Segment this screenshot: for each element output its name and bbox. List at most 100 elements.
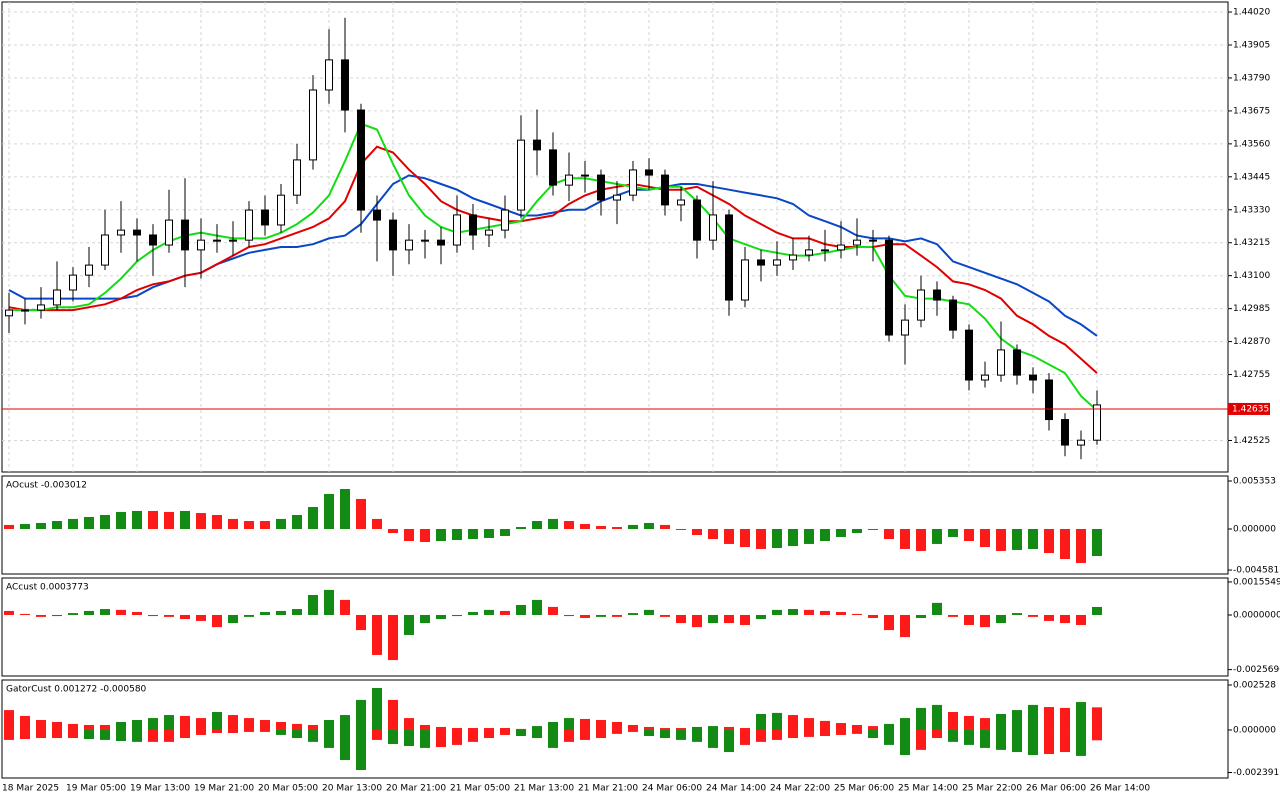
candle-body: [597, 174, 605, 201]
candle-body: [469, 214, 477, 236]
gator-bar: [964, 715, 974, 730]
histogram-bar: [884, 614, 894, 631]
gator-bar: [340, 729, 350, 761]
histogram-bar: [212, 614, 222, 628]
histogram-bar: [484, 528, 494, 538]
gator-bar: [996, 729, 1006, 750]
candle-body: [1029, 374, 1037, 381]
histogram-bar: [340, 599, 350, 615]
histogram-bar: [100, 515, 110, 529]
y-tick-label: 1.43445: [1233, 172, 1270, 182]
histogram-bar: [660, 524, 670, 529]
histogram-bar: [868, 528, 878, 530]
gator-bar: [308, 729, 318, 742]
y-tick-label: 0.0015549: [1233, 577, 1280, 587]
gator-bar: [1092, 729, 1102, 741]
candle-body: [5, 309, 13, 317]
histogram-bar: [900, 528, 910, 549]
gator-bar: [148, 718, 158, 730]
candle-body: [837, 244, 845, 251]
histogram-bar: [724, 614, 734, 624]
gator-bar: [996, 713, 1006, 730]
histogram-bar: [740, 614, 750, 625]
gator-bar: [548, 721, 558, 730]
gator-bar: [212, 729, 222, 734]
y-tick-label: 0.002528: [1233, 681, 1276, 691]
histogram-bar: [708, 614, 718, 624]
gator-bar: [900, 718, 910, 730]
gator-bar: [612, 721, 622, 730]
gator-bar: [884, 723, 894, 730]
gator-bar: [68, 723, 78, 730]
candle-body: [885, 239, 893, 336]
histogram-bar: [884, 528, 894, 540]
candle-body: [229, 239, 237, 242]
candle-body: [917, 289, 925, 321]
x-tick-label: 24 Mar 06:00: [642, 784, 702, 794]
candle-body: [213, 239, 221, 242]
histogram-bar: [340, 489, 350, 529]
candle-body: [149, 234, 157, 246]
gator-bar: [772, 729, 782, 740]
gator-bar: [324, 720, 334, 730]
candle-body: [261, 209, 269, 226]
gator-bar: [20, 715, 30, 730]
x-tick-label: 24 Mar 22:00: [770, 784, 830, 794]
gator-bar: [276, 729, 286, 735]
histogram-bar: [228, 518, 238, 529]
histogram-bar: [52, 614, 62, 617]
gator-bar: [436, 726, 446, 730]
histogram-bar: [20, 613, 30, 615]
candle-body: [245, 209, 253, 241]
gator-bar: [516, 729, 526, 737]
x-tick-label: 18 Mar 2025: [2, 784, 59, 794]
histogram-bar: [1028, 614, 1038, 617]
histogram-bar: [644, 609, 654, 615]
gator-bar: [900, 729, 910, 756]
histogram-bar: [612, 614, 622, 617]
gator-bar: [836, 723, 846, 730]
histogram-bar: [980, 614, 990, 628]
candle-body: [933, 289, 941, 301]
histogram-bar: [772, 609, 782, 615]
histogram-bar: [388, 614, 398, 661]
histogram-bar: [116, 511, 126, 529]
histogram-bar: [404, 614, 414, 635]
histogram-bar: [452, 528, 462, 541]
x-tick-label: 19 Mar 21:00: [194, 784, 254, 794]
histogram-bar: [740, 528, 750, 548]
gator-bar: [772, 712, 782, 730]
candle-body: [613, 194, 621, 201]
gator-bar: [404, 729, 414, 746]
histogram-bar: [692, 528, 702, 535]
histogram-bar: [452, 614, 462, 617]
histogram-bar: [276, 610, 286, 615]
gator-bar: [468, 729, 478, 742]
candle-body: [997, 349, 1005, 376]
gator-bar: [1060, 707, 1070, 730]
candle-body: [341, 59, 349, 111]
histogram-bar: [1092, 528, 1102, 556]
gator-bar: [692, 729, 702, 742]
gator-bar: [452, 728, 462, 730]
histogram-bar: [676, 528, 686, 530]
histogram-bar: [388, 528, 398, 534]
histogram-bar: [948, 614, 958, 617]
histogram-bar: [1044, 528, 1054, 554]
panel-frame: [1, 679, 1229, 779]
histogram-bar: [100, 609, 110, 615]
x-tick-label: 20 Mar 13:00: [322, 784, 382, 794]
histogram-bar: [836, 528, 846, 537]
histogram-bar: [308, 507, 318, 529]
gator-bar: [356, 699, 366, 730]
gator-bar: [148, 729, 158, 742]
histogram-bar: [228, 614, 238, 624]
histogram-bar: [420, 614, 430, 624]
gator-bar: [788, 715, 798, 730]
gator-bar: [164, 715, 174, 730]
histogram-bar: [68, 518, 78, 529]
candle-body: [661, 174, 669, 206]
histogram-bar: [1044, 614, 1054, 621]
candle-body: [533, 139, 541, 151]
gator-bar: [932, 729, 942, 738]
